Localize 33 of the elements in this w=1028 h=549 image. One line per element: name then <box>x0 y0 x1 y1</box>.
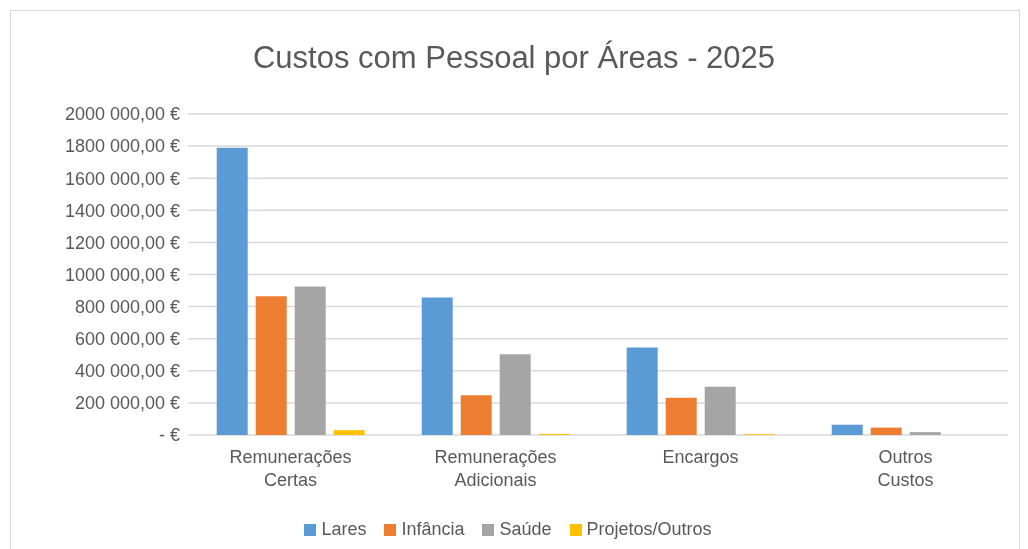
x-tick-label: Outros Custos <box>877 447 934 490</box>
y-tick-label: 200 000,00 € <box>74 393 180 414</box>
bar <box>909 432 941 435</box>
bar <box>626 347 658 435</box>
bar <box>421 297 453 435</box>
y-tick-label: - € <box>158 425 180 446</box>
y-tick-label: 1000 000,00 € <box>64 264 180 285</box>
bar <box>294 286 326 435</box>
y-tick-label: 1800 000,00 € <box>64 136 180 157</box>
legend-label: Projetos/Outros <box>585 519 712 540</box>
y-tick-label: 600 000,00 € <box>74 329 180 350</box>
y-tick-label: 800 000,00 € <box>74 296 180 317</box>
legend-label: Lares <box>320 519 367 540</box>
y-tick-label: 1400 000,00 € <box>64 200 180 221</box>
bar <box>499 354 531 435</box>
y-tick-label: 400 000,00 € <box>74 361 180 382</box>
x-tick-label: Remunerações Certas <box>229 447 352 490</box>
bar <box>665 397 697 435</box>
bar <box>333 430 365 435</box>
y-tick-label: 2000 000,00 € <box>64 104 180 125</box>
bar <box>870 427 902 435</box>
y-tick-label: 1200 000,00 € <box>64 232 180 253</box>
bar <box>831 424 863 435</box>
x-tick-label: Remunerações Adicionais <box>434 447 557 490</box>
chart-title: Custos com Pessoal por Áreas - 2025 <box>251 40 777 76</box>
legend-label: Saúde <box>498 519 552 540</box>
y-tick-label: 1600 000,00 € <box>64 168 180 189</box>
x-tick-label: Encargos <box>662 447 739 467</box>
bar <box>460 395 492 435</box>
bar <box>216 147 248 435</box>
legend-label: Infância <box>400 519 465 540</box>
bar <box>255 296 287 435</box>
bar <box>704 386 736 435</box>
